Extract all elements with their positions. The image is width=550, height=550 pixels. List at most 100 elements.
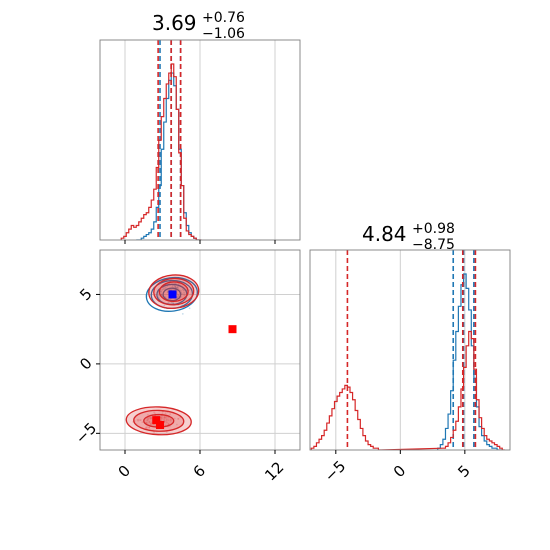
scatter-ytick-label: 0 <box>76 354 95 373</box>
scatter-sample-point <box>148 421 151 423</box>
scatter-marker-2 <box>152 416 161 425</box>
scatter-marker-1 <box>228 325 237 334</box>
scatter-sample-point <box>182 289 185 292</box>
scatter-sample-point <box>163 417 165 419</box>
scatter-sample-point <box>147 417 150 420</box>
scatter-marker-0 <box>168 290 177 299</box>
scatter-sample-point <box>175 423 178 426</box>
scatter-sample-point <box>188 307 191 310</box>
scatter-sample-point <box>176 295 179 298</box>
scatter-sample-point <box>171 285 174 288</box>
top-hist-title-plus: +0.76 <box>202 10 245 26</box>
scatter-sample-point <box>169 298 172 301</box>
right-hist-series-1-histogram <box>310 330 505 450</box>
scatter-sample-point <box>167 423 170 425</box>
top-hist-series-1-histogram <box>120 63 202 240</box>
scatter-sample-point <box>169 418 172 421</box>
scatter-sample-point <box>146 419 149 421</box>
scatter-sample-point <box>137 419 140 422</box>
scatter-sample-point <box>148 426 151 429</box>
right-hist-frame <box>309 249 511 451</box>
scatter-sample-point <box>182 288 184 291</box>
scatter-sample-point <box>167 301 170 304</box>
scatter-sample-point <box>183 294 186 296</box>
scatter-sample-point <box>180 292 183 295</box>
scatter-sample-point <box>139 419 142 421</box>
scatter-sample-point <box>141 421 144 424</box>
scatter-sample-point <box>160 290 163 293</box>
scatter-sample-point <box>166 291 169 293</box>
scatter-sample-point <box>146 413 149 416</box>
scatter-sample-point <box>161 289 164 291</box>
scatter-sample-point <box>148 426 151 429</box>
scatter-sample-point <box>177 287 179 290</box>
scatter-sample-point <box>177 286 179 288</box>
scatter-sample-point <box>167 419 170 422</box>
scatter-sample-point <box>174 285 177 288</box>
scatter-sample-point <box>183 292 185 294</box>
scatter-sample-point <box>160 293 163 295</box>
scatter-sample-point <box>154 412 156 415</box>
scatter-sample-point <box>169 419 172 422</box>
scatter-sample-point <box>165 419 168 422</box>
scatter-sample-point <box>164 417 166 419</box>
scatter-sample-point <box>150 422 152 425</box>
scatter-sample-point <box>164 412 167 415</box>
scatter-sample-point <box>146 426 149 429</box>
scatter-sample-point <box>165 421 168 424</box>
scatter-sample-point <box>160 417 163 420</box>
scatter-sample-point <box>149 417 152 420</box>
right-hist-title-plus: +0.98 <box>412 221 455 237</box>
scatter-sample-point <box>174 285 177 288</box>
scatter-sample-point <box>160 416 162 419</box>
right-hist-xtick-label: 0 <box>390 462 409 481</box>
scatter-sample-point <box>167 416 170 419</box>
scatter-sample-point <box>150 417 152 419</box>
scatter-sample-point <box>136 418 139 421</box>
scatter-sample-point <box>161 416 163 419</box>
right-hist-title-minus: −8.75 <box>412 237 455 253</box>
scatter-sample-point <box>163 415 166 418</box>
scatter-xtick-label: 6 <box>190 462 209 481</box>
scatter-ytick-label: −5 <box>72 419 100 447</box>
scatter-sample-point <box>163 418 166 421</box>
scatter-sample-point <box>159 291 162 293</box>
top-hist-plot-area <box>120 40 276 240</box>
scatter-sample-point <box>176 296 178 299</box>
right-hist-title-value: 4.84 <box>362 222 407 246</box>
scatter-sample-point <box>161 415 163 417</box>
scatter-sample-point <box>178 295 180 297</box>
scatter-sample-point <box>139 419 141 422</box>
scatter-sample-point <box>149 423 152 426</box>
scatter-sample-point <box>176 286 179 289</box>
scatter-sample-point <box>181 312 184 315</box>
scatter-sample-point <box>145 421 148 424</box>
scatter-ytick-label: 5 <box>76 285 95 304</box>
scatter-sample-point <box>175 286 178 289</box>
scatter-sample-point <box>137 418 140 421</box>
scatter-sample-point <box>149 416 151 419</box>
scatter-sample-point <box>169 413 172 416</box>
scatter-sample-point <box>145 426 147 429</box>
scatter-sample-point <box>165 418 168 421</box>
scatter-marker-3 <box>156 421 164 429</box>
scatter-sample-point <box>162 288 165 290</box>
scatter-sample-point <box>163 288 166 290</box>
scatter-sample-point <box>164 416 166 419</box>
right-hist-plot-area <box>310 250 505 450</box>
scatter-sample-point <box>160 419 162 422</box>
scatter-sample-point <box>172 302 174 304</box>
right-hist-xtick-label: −5 <box>321 457 349 485</box>
scatter-sample-point <box>177 417 179 420</box>
scatter-sample-point <box>153 411 155 414</box>
scatter-xtick-label: 0 <box>115 462 134 481</box>
right-hist-series-0-histogram <box>437 273 503 450</box>
scatter-sample-point <box>164 286 167 289</box>
scatter-sample-point <box>150 421 153 424</box>
right-hist-xtick-label: 5 <box>454 462 473 481</box>
scatter-sample-point <box>163 420 166 423</box>
scatter-sample-point <box>173 417 176 420</box>
scatter-sample-point <box>179 289 182 292</box>
scatter-sample-point <box>165 431 168 433</box>
